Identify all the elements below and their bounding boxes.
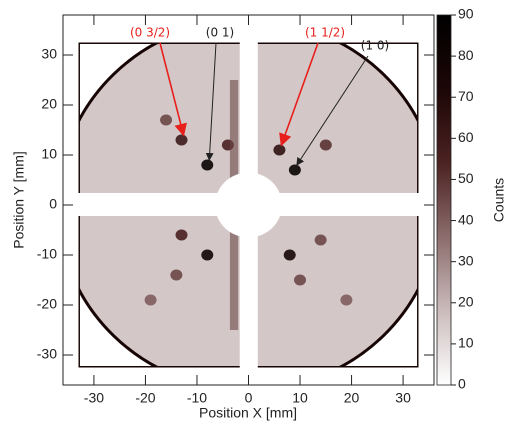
y-tick-label: 30 xyxy=(41,46,57,62)
spot xyxy=(201,159,214,171)
spot xyxy=(294,274,307,286)
annotation-arrow xyxy=(296,55,369,166)
spot xyxy=(201,249,214,261)
colorbar-tick-label: 30 xyxy=(458,252,474,268)
colorbar-tick-label: 70 xyxy=(458,88,474,104)
y-tick-label: -10 xyxy=(37,246,57,262)
spot xyxy=(144,294,157,306)
x-tick-label: 10 xyxy=(292,390,308,406)
plot-area xyxy=(62,14,435,386)
annotation: (0 3/2) xyxy=(130,26,170,40)
x-tick-label: 30 xyxy=(395,390,411,406)
colorbar-tick-label: 80 xyxy=(458,47,474,63)
spot xyxy=(175,229,188,241)
colorbar-label: Counts xyxy=(491,178,507,222)
spot xyxy=(170,269,183,281)
center-hole xyxy=(215,172,282,238)
colorbar-tick-label: 60 xyxy=(458,129,474,145)
x-axis-label: Position X [mm] xyxy=(199,405,297,421)
spot xyxy=(314,234,327,246)
colorbar xyxy=(436,14,452,386)
spot xyxy=(283,249,296,261)
annotation-arrow xyxy=(205,42,217,161)
spot xyxy=(160,114,173,126)
colorbar-tick-label: 10 xyxy=(458,335,474,351)
colorbar-tick-label: 20 xyxy=(458,293,474,309)
x-tick-label: -30 xyxy=(84,390,104,406)
colorbar-tick-label: 40 xyxy=(458,211,474,227)
spot xyxy=(273,144,286,156)
annotation: (1 1/2) xyxy=(305,26,345,40)
y-tick-label: 20 xyxy=(41,96,57,112)
y-axis-label: Position Y [mm] xyxy=(11,151,27,249)
y-tick-label: 10 xyxy=(41,146,57,162)
annotation: (1 0) xyxy=(361,39,389,53)
spot xyxy=(319,139,332,151)
x-tick-label: -10 xyxy=(187,390,207,406)
x-tick-label: 20 xyxy=(344,390,360,406)
y-tick-label: -20 xyxy=(37,296,57,312)
spot xyxy=(288,164,301,176)
x-tick-label: 0 xyxy=(245,390,253,406)
annotation: (0 1) xyxy=(206,26,234,40)
x-tick-label: -20 xyxy=(135,390,155,406)
colorbar-tick-label: 0 xyxy=(458,376,466,392)
annotation-arrow xyxy=(159,42,187,137)
spot xyxy=(175,134,188,146)
y-tick-label: -30 xyxy=(37,346,57,362)
annotation-arrow xyxy=(279,42,319,147)
spot xyxy=(340,294,353,306)
y-tick-label: 0 xyxy=(49,196,57,212)
colorbar-tick-label: 90 xyxy=(458,6,474,22)
colorbar-tick-label: 50 xyxy=(458,170,474,186)
